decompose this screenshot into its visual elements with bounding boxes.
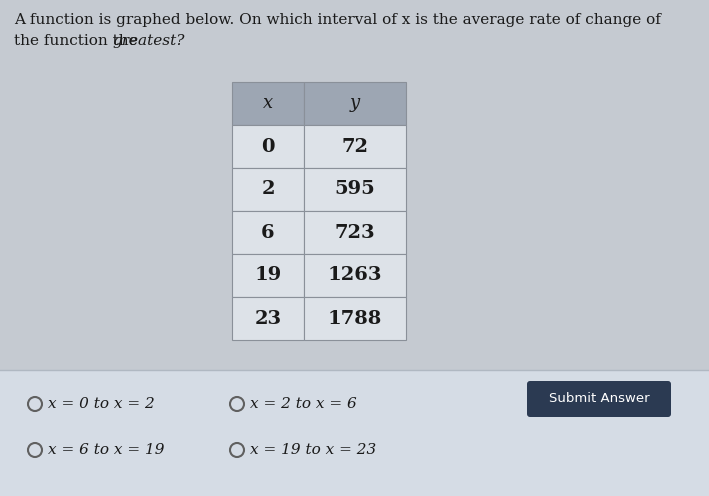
FancyBboxPatch shape [304,211,406,254]
FancyBboxPatch shape [232,82,304,125]
Text: Submit Answer: Submit Answer [549,392,649,406]
Text: 1788: 1788 [328,310,382,327]
Text: 1263: 1263 [328,266,382,285]
FancyBboxPatch shape [304,297,406,340]
FancyBboxPatch shape [527,381,671,417]
Text: 6: 6 [261,224,275,242]
Text: x = 6 to x = 19: x = 6 to x = 19 [48,443,164,457]
Text: 0: 0 [261,137,275,156]
FancyBboxPatch shape [0,370,709,496]
Text: 19: 19 [255,266,281,285]
FancyBboxPatch shape [304,168,406,211]
Text: 595: 595 [335,181,375,198]
Text: x: x [263,95,273,113]
FancyBboxPatch shape [304,254,406,297]
Text: x = 0 to x = 2: x = 0 to x = 2 [48,397,155,411]
Text: 72: 72 [342,137,369,156]
Text: 23: 23 [255,310,281,327]
FancyBboxPatch shape [232,168,304,211]
Text: the function the: the function the [14,34,143,48]
Text: 723: 723 [335,224,375,242]
Text: x = 2 to x = 6: x = 2 to x = 6 [250,397,357,411]
Text: y: y [350,95,360,113]
FancyBboxPatch shape [304,82,406,125]
FancyBboxPatch shape [232,254,304,297]
Text: 2: 2 [261,181,275,198]
FancyBboxPatch shape [232,297,304,340]
FancyBboxPatch shape [232,211,304,254]
Text: x = 19 to x = 23: x = 19 to x = 23 [250,443,376,457]
FancyBboxPatch shape [304,125,406,168]
Text: A function is graphed below. On which interval of x is the average rate of chang: A function is graphed below. On which in… [14,13,661,27]
FancyBboxPatch shape [232,125,304,168]
Text: greatest?: greatest? [113,34,185,48]
